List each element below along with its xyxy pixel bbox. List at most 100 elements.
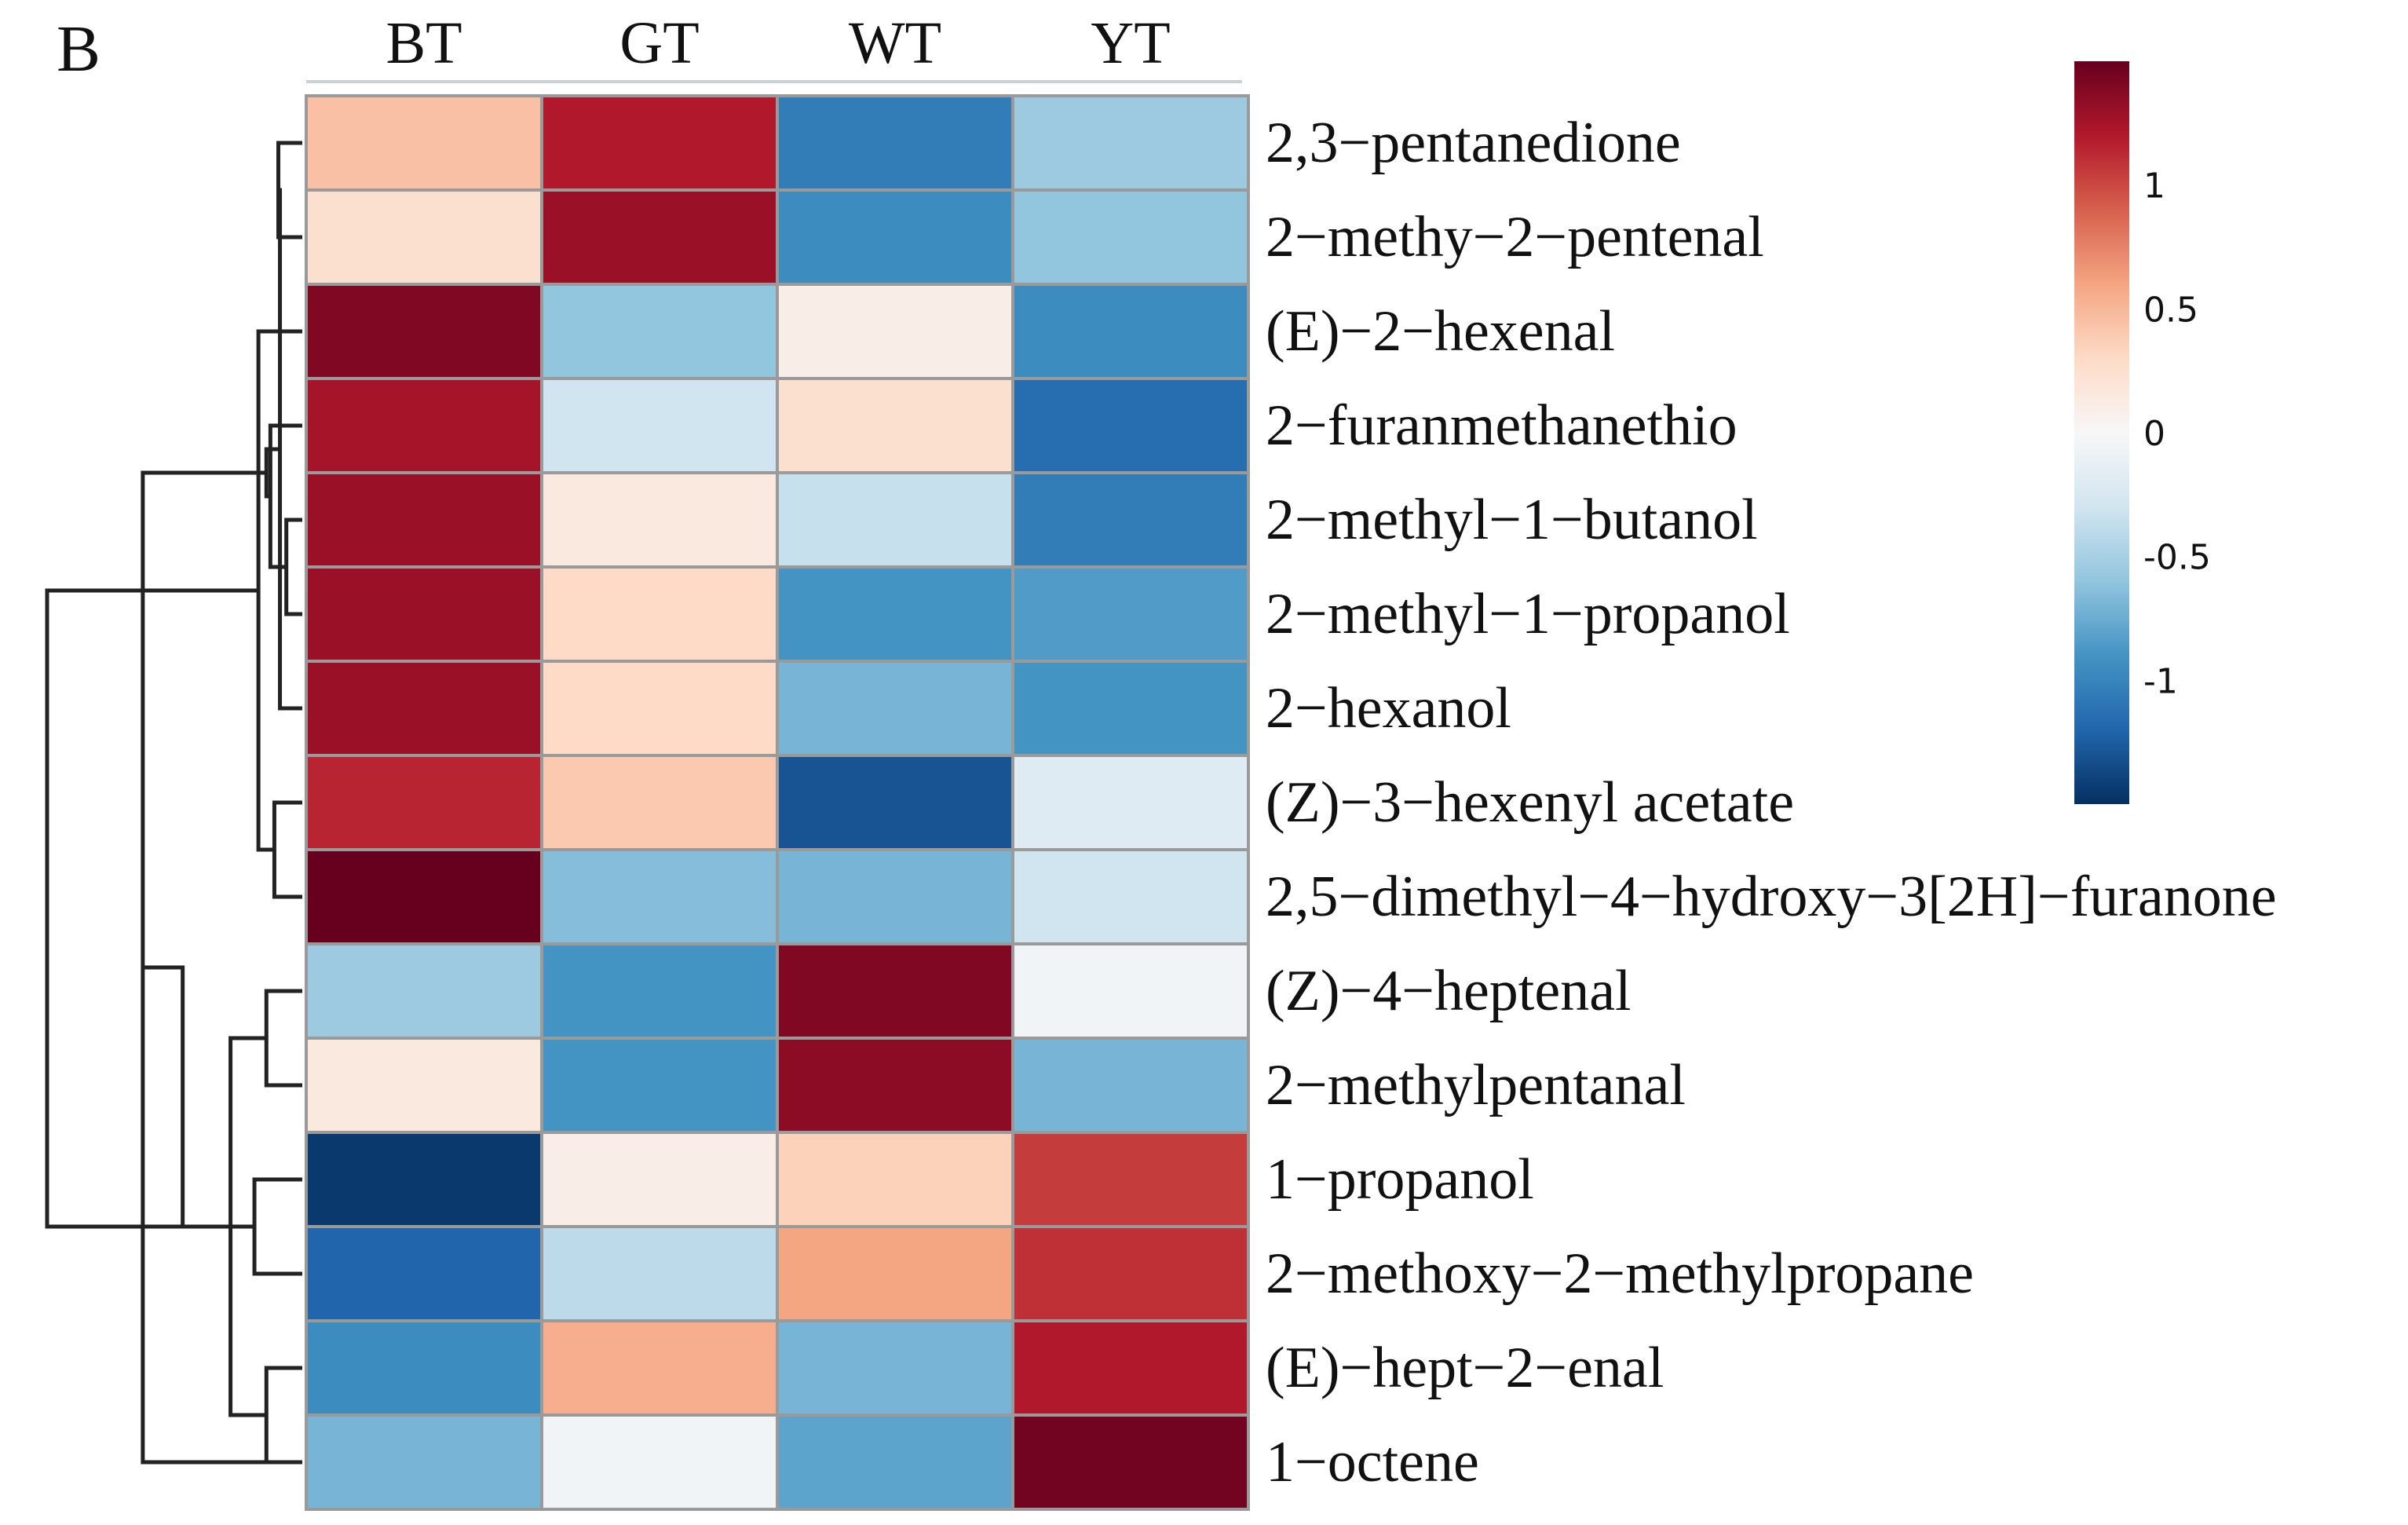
heatmap-cell bbox=[1011, 94, 1250, 192]
heatmap-cell bbox=[776, 565, 1014, 663]
heatmap-cell bbox=[776, 1225, 1014, 1322]
heatmap-cell bbox=[305, 1131, 543, 1228]
row-label: 2−methy−2−pentenal bbox=[1266, 205, 1764, 269]
heatmap-cell bbox=[540, 283, 779, 380]
heatmap-cell bbox=[776, 1319, 1014, 1417]
row-label: 1−octene bbox=[1266, 1430, 1479, 1494]
column-label: WT bbox=[849, 10, 941, 76]
heatmap-cell bbox=[540, 565, 779, 663]
heatmap-cell bbox=[1011, 283, 1250, 380]
row-label: 2−methoxy−2−methylpropane bbox=[1266, 1242, 1974, 1306]
row-label: 2−methylpentanal bbox=[1266, 1053, 1686, 1117]
heatmap-cell bbox=[1011, 942, 1250, 1040]
row-label: 2,3−pentanedione bbox=[1266, 111, 1681, 175]
heatmap-cell bbox=[1011, 1131, 1250, 1228]
dendrogram-link bbox=[284, 517, 302, 616]
heatmap-cell bbox=[776, 377, 1014, 474]
heatmap-cell bbox=[776, 754, 1014, 851]
column-labels: BT GT WT YT bbox=[385, 10, 1170, 76]
heatmap-cell bbox=[776, 848, 1014, 945]
heatmap-cell bbox=[540, 377, 779, 474]
heatmap-cell bbox=[540, 848, 779, 945]
heatmap-cell bbox=[540, 1413, 779, 1511]
heatmap-cell bbox=[1011, 1413, 1250, 1511]
column-label: GT bbox=[619, 10, 699, 76]
heatmap-cell bbox=[540, 1037, 779, 1134]
heatmap-cell bbox=[305, 942, 543, 1040]
heatmap-cell bbox=[776, 1037, 1014, 1134]
heatmap-cell bbox=[305, 660, 543, 757]
dendrogram-link bbox=[264, 989, 302, 1088]
row-label: (Z)−4−heptenal bbox=[1266, 959, 1632, 1023]
heatmap-cell bbox=[305, 283, 543, 380]
heatmap-cell bbox=[1011, 1319, 1250, 1417]
row-label: 2−methyl−1−propanol bbox=[1266, 582, 1790, 646]
heatmap-cell bbox=[776, 660, 1014, 757]
row-labels: 2,3−pentanedione 2−methy−2−pentenal (E)−2−… bbox=[1266, 111, 2277, 1494]
column-label: YT bbox=[1091, 10, 1170, 76]
row-label: (Z)−3−hexenyl acetate bbox=[1266, 770, 1794, 835]
dendrogram-link bbox=[264, 1366, 302, 1465]
legend-tick-label: -1 bbox=[2143, 661, 2178, 701]
row-label: 2,5−dimethyl−4−hydroxy−3[2H]−furanone bbox=[1266, 865, 2277, 929]
heatmap-cell bbox=[305, 1413, 543, 1511]
heatmap-cells bbox=[305, 94, 1250, 1511]
heatmap-cell bbox=[776, 1413, 1014, 1511]
heatmap-cell bbox=[1011, 848, 1250, 945]
heatmap-cell bbox=[305, 565, 543, 663]
heatmap-cell bbox=[540, 942, 779, 1040]
dendrogram-link bbox=[252, 1177, 302, 1276]
heatmap-cell bbox=[776, 188, 1014, 286]
dendrogram-link bbox=[45, 588, 259, 1229]
dendrogram-link bbox=[264, 447, 280, 499]
heatmap-cell bbox=[776, 942, 1014, 1040]
heatmap-cell bbox=[1011, 754, 1250, 851]
row-dendrogram bbox=[45, 141, 302, 1465]
heatmap-cell bbox=[1011, 1225, 1250, 1322]
heatmap-cell bbox=[305, 377, 543, 474]
row-label: (E)−hept−2−enal bbox=[1266, 1336, 1664, 1400]
heatmap-cell bbox=[305, 754, 543, 851]
heatmap-cell bbox=[305, 94, 543, 192]
dendrogram-link bbox=[272, 800, 302, 899]
heatmap-cell bbox=[540, 660, 779, 757]
heatmap-cell bbox=[305, 188, 543, 286]
heatmap-cell bbox=[540, 94, 779, 192]
heatmap-cell bbox=[540, 188, 779, 286]
heatmap-cell bbox=[1011, 565, 1250, 663]
color-legend: 1 0.5 0 -0.5 -1 bbox=[2074, 61, 2211, 804]
dendrogram-link bbox=[142, 965, 255, 1229]
legend-tick-label: -0.5 bbox=[2143, 538, 2211, 578]
heatmap-cell bbox=[1011, 660, 1250, 757]
heatmap-cell bbox=[776, 283, 1014, 380]
heatmap-cell bbox=[1011, 377, 1250, 474]
heatmap-cell bbox=[1011, 1037, 1250, 1134]
legend-tick-label: 0 bbox=[2143, 414, 2165, 454]
row-label: (E)−2−hexenal bbox=[1266, 299, 1615, 364]
heatmap-cell bbox=[305, 1225, 543, 1322]
row-label: 2−methyl−1−butanol bbox=[1266, 488, 1758, 552]
row-label: 2−hexanol bbox=[1266, 676, 1511, 741]
row-label: 2−furanmethanethio bbox=[1266, 393, 1737, 458]
dendrogram-link bbox=[278, 188, 302, 711]
legend-tick-label: 1 bbox=[2143, 166, 2165, 207]
heatmap-cell bbox=[540, 1131, 779, 1228]
dendrogram-link bbox=[276, 141, 302, 240]
legend-tick-label: 0.5 bbox=[2143, 290, 2198, 330]
heatmap-cell bbox=[305, 848, 543, 945]
panel-label: B bbox=[57, 13, 100, 86]
heatmap-cell bbox=[776, 94, 1014, 192]
column-label: BT bbox=[385, 10, 462, 76]
heatmap-cell bbox=[1011, 188, 1250, 286]
heatmap-cell bbox=[540, 1319, 779, 1417]
heatmap-cell bbox=[540, 754, 779, 851]
heatmap-cell bbox=[305, 1037, 543, 1134]
heatmap-cell bbox=[776, 1131, 1014, 1228]
heatmap-cell bbox=[776, 471, 1014, 569]
dendrogram-link bbox=[256, 329, 302, 852]
heatmap-cell bbox=[540, 471, 779, 569]
heatmap-cell bbox=[1011, 471, 1250, 569]
heatmap-cell bbox=[305, 1319, 543, 1417]
row-label: 1−propanol bbox=[1266, 1147, 1534, 1212]
